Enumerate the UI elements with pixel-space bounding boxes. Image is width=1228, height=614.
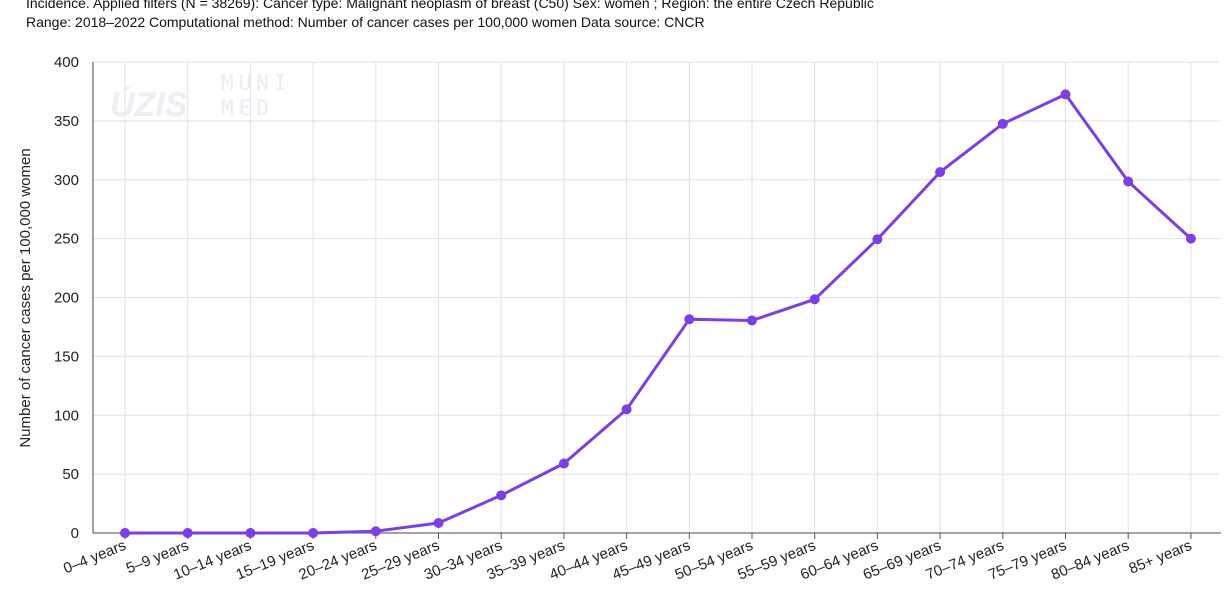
data-point [496, 490, 506, 500]
data-point [245, 528, 255, 538]
y-tick-label: 50 [62, 466, 79, 483]
data-point [120, 528, 130, 538]
data-point [434, 518, 444, 528]
y-tick-label: 350 [54, 113, 79, 130]
watermark-logo-med: MED [221, 96, 274, 120]
data-point [684, 314, 694, 324]
series-layer [120, 89, 1196, 538]
y-tick-label: 200 [54, 290, 79, 307]
y-axis-title: Number of cancer cases per 100,000 women [17, 148, 34, 447]
data-point [1186, 234, 1196, 244]
y-tick-label: 150 [54, 348, 79, 365]
series-line [125, 94, 1191, 533]
data-point [872, 234, 882, 244]
x-tick-label: 0–4 years [61, 537, 128, 577]
data-point [308, 528, 318, 538]
y-tick-label: 0 [71, 525, 79, 542]
watermark-logo-uzis: ÚZIS [110, 86, 188, 124]
y-tick-label: 400 [54, 54, 79, 71]
grid [93, 62, 1221, 533]
y-tick-label: 100 [54, 407, 79, 424]
axes [93, 62, 1221, 539]
data-point [371, 526, 381, 536]
data-point [810, 294, 820, 304]
watermark-logo-muni: MUNI [221, 71, 292, 95]
y-tick-label: 250 [54, 231, 79, 248]
watermark: ÚZIS MUNI MED [110, 71, 292, 124]
x-tick-label: 85+ years [1127, 537, 1195, 578]
y-tick-label: 300 [54, 172, 79, 189]
data-point [747, 315, 757, 325]
data-point [622, 404, 632, 414]
data-point [935, 167, 945, 177]
data-point [998, 119, 1008, 129]
data-point [1123, 177, 1133, 187]
data-point [1061, 89, 1071, 99]
data-point [183, 528, 193, 538]
data-point [559, 459, 569, 469]
